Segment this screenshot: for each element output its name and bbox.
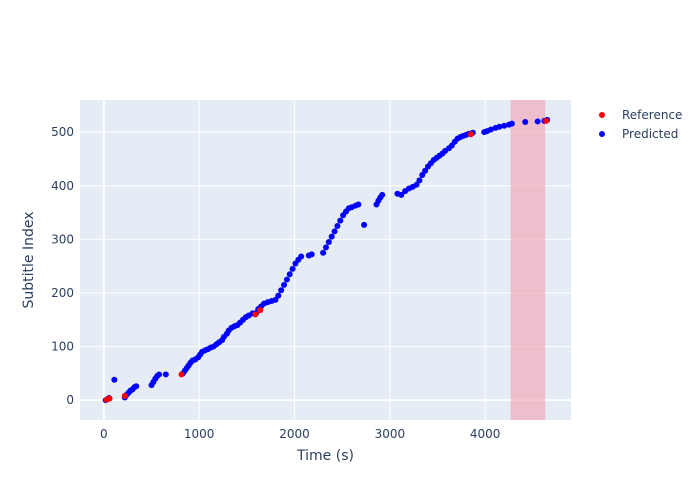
data-point-predicted <box>308 251 315 258</box>
data-point-predicted <box>320 249 327 256</box>
data-point-predicted <box>331 228 338 235</box>
x-tick-label: 0 <box>100 427 108 441</box>
x-axis-label: Time (s) <box>296 448 354 464</box>
series-predicted <box>102 116 551 404</box>
legend-marker <box>599 112 605 118</box>
plot-area <box>80 100 571 420</box>
data-point-reference <box>543 117 550 124</box>
x-tick-label: 3000 <box>375 427 406 441</box>
data-point-reference <box>252 311 259 318</box>
data-point-predicted <box>379 191 386 198</box>
y-tick-label: 400 <box>51 179 74 193</box>
legend-marker <box>599 131 605 137</box>
data-point-predicted <box>162 371 169 378</box>
legend-label: Predicted <box>622 127 678 141</box>
y-tick-label: 0 <box>66 393 74 407</box>
data-point-reference <box>106 395 113 402</box>
data-point-predicted <box>413 181 420 188</box>
y-tick-label: 300 <box>51 232 74 246</box>
data-point-predicted <box>133 383 140 390</box>
data-point-predicted <box>522 118 529 125</box>
data-point-predicted <box>281 281 288 288</box>
legend-item-reference[interactable]: Reference <box>599 108 682 122</box>
series-reference <box>103 117 550 403</box>
data-point-predicted <box>496 123 503 130</box>
y-tick-label: 100 <box>51 340 74 354</box>
x-tick-label: 4000 <box>470 427 501 441</box>
data-point-predicted <box>289 265 296 272</box>
legend-label: Reference <box>622 108 682 122</box>
data-point-predicted <box>487 126 494 133</box>
data-point-reference <box>467 131 474 138</box>
data-points <box>102 116 551 404</box>
x-axis-ticks: 0 1000 2000 3000 4000 <box>100 427 500 441</box>
data-point-reference <box>178 371 185 378</box>
y-tick-label: 500 <box>51 125 74 139</box>
data-point-reference <box>121 392 128 399</box>
data-point-predicted <box>337 217 344 224</box>
data-point-predicted <box>328 233 335 240</box>
data-point-predicted <box>398 191 405 198</box>
data-point-predicted <box>334 222 341 229</box>
data-point-predicted <box>534 118 541 125</box>
data-point-predicted <box>419 172 426 179</box>
data-point-predicted <box>283 276 290 283</box>
data-point-predicted <box>272 296 279 303</box>
y-axis-ticks: 0 100 200 300 400 500 <box>51 125 74 407</box>
legend[interactable]: Reference Predicted <box>599 108 682 141</box>
y-tick-label: 200 <box>51 286 74 300</box>
highlight-region <box>510 100 546 420</box>
data-point-predicted <box>355 201 362 208</box>
x-tick-label: 2000 <box>279 427 310 441</box>
data-point-predicted <box>286 271 293 278</box>
data-point-predicted <box>422 167 429 174</box>
data-point-predicted <box>322 244 329 251</box>
highlight-region-group <box>510 100 546 420</box>
data-point-predicted <box>298 253 305 260</box>
data-point-predicted <box>325 239 332 246</box>
y-axis-label: Subtitle Index <box>21 211 37 308</box>
x-tick-label: 1000 <box>184 427 215 441</box>
data-point-predicted <box>278 287 285 294</box>
data-point-predicted <box>275 292 282 299</box>
data-point-predicted <box>361 221 368 228</box>
data-point-predicted <box>501 122 508 129</box>
legend-item-predicted[interactable]: Predicted <box>599 127 678 141</box>
data-point-predicted <box>111 376 118 383</box>
data-point-reference <box>257 307 264 314</box>
data-point-predicted <box>416 177 423 184</box>
data-point-predicted <box>508 120 515 127</box>
data-point-predicted <box>156 371 163 378</box>
